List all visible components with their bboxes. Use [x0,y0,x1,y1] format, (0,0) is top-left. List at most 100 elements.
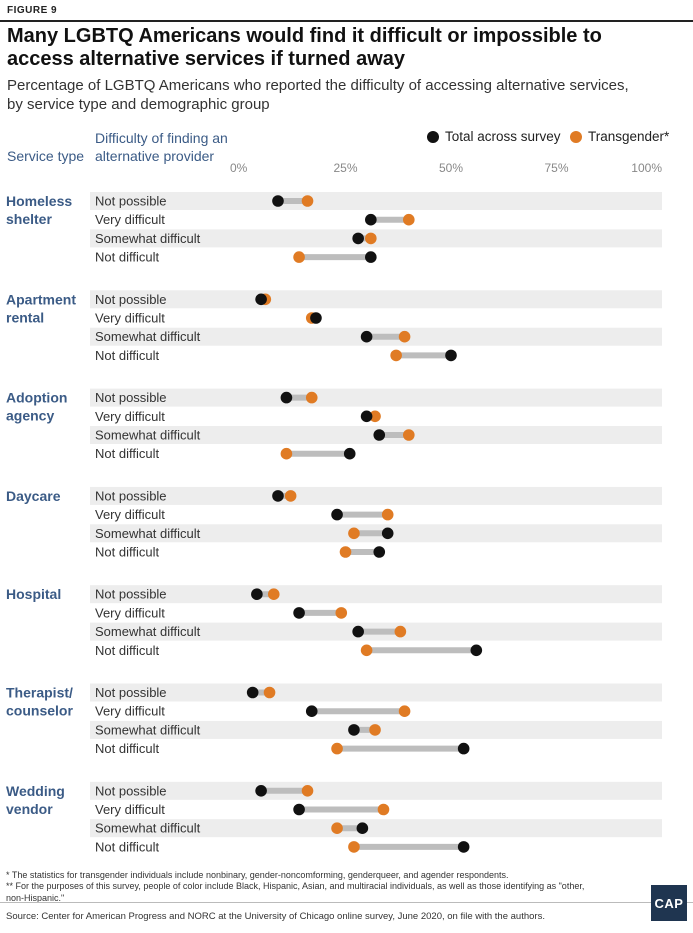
group-label: Daycare [6,488,61,504]
trans-point [403,429,415,441]
category-label: Somewhat difficult [95,526,201,541]
row-band [90,683,662,702]
legend-total-label: Total across survey [445,129,561,144]
footnote-2: ** For the purposes of this survey, peop… [6,881,585,903]
total-point [293,607,305,619]
category-label: Very difficult [95,605,165,620]
group-label: rental [6,309,44,325]
trans-point [360,644,373,657]
category-label: Not possible [95,587,167,602]
category-label: Very difficult [95,409,165,424]
total-point [352,232,364,245]
category-label: Not difficult [95,545,159,560]
cap-logo: CAP [651,885,687,921]
total-point [457,841,470,853]
category-label: Somewhat difficult [95,329,201,344]
row-band [90,781,662,800]
difficulty-header: Difficulty of finding an alternative pro… [95,130,228,164]
total-point [360,410,373,423]
chart-title: Many LGBTQ Americans would find it diffi… [7,25,602,70]
legend-total: Total across survey [427,129,561,144]
group-label: Apartment [6,291,76,307]
total-point [470,644,483,657]
category-label: Not difficult [95,839,159,854]
total-point [373,546,386,558]
category-label: Not possible [95,488,167,503]
trans-point [284,490,297,502]
source-note: Source: Center for American Progress and… [6,911,545,922]
group-label: vendor [6,801,53,817]
total-point [310,312,322,324]
trans-point [348,841,360,853]
total-point [246,686,259,699]
chart-subtitle: Percentage of LGBTQ Americans who report… [7,77,629,113]
trans-point [335,607,348,619]
category-label: Not difficult [95,250,159,265]
trans-point [398,330,411,343]
trans-point [398,705,411,717]
total-point [305,705,318,717]
group-label: Hospital [6,586,61,602]
service-type-header: Service type [7,148,85,164]
row-band [90,192,662,210]
footnote-1: * The statistics for transgender individ… [6,870,509,880]
trans-point [301,195,314,207]
group-label: Wedding [6,783,65,799]
category-label: Very difficult [95,802,165,817]
row-band [90,486,662,505]
total-point [356,822,369,834]
total-point [373,429,386,441]
total-point [381,527,394,540]
total-point [343,447,356,460]
trans-point [377,803,390,816]
legend-total-marker [427,130,439,143]
row-band [90,585,662,604]
total-point [251,588,263,600]
category-label: Very difficult [95,507,165,522]
trans-point [394,625,407,638]
legend-trans-marker [570,130,582,143]
axis-tick-label: 100% [631,161,662,175]
total-point [255,293,267,306]
axis-tick-label: 25% [333,161,357,175]
total-point [293,803,305,816]
category-label: Not possible [95,292,167,307]
category-label: Not difficult [95,741,159,756]
category-label: Very difficult [95,311,165,326]
trans-point [348,527,360,540]
axis-tick-label: 75% [544,161,568,175]
legend-trans: Transgender* [570,129,669,144]
category-label: Not possible [95,390,167,405]
trans-point [305,391,318,404]
total-point [255,785,267,797]
total-point [348,724,360,736]
trans-point [331,742,343,755]
trans-point [365,232,377,245]
trans-point [267,588,280,600]
trans-point [280,447,293,460]
group-label: counselor [6,703,73,719]
row-band [90,819,662,838]
group-label: Homeless [6,193,72,209]
total-point [360,330,373,343]
total-point [331,508,343,521]
category-label: Not possible [95,194,167,209]
group-label: shelter [6,211,52,227]
figure-label: FIGURE 9 [7,5,58,16]
trans-point [301,785,314,797]
group-label: agency [6,408,54,424]
trans-point [369,724,381,736]
total-point [457,742,470,755]
trans-point [390,349,402,362]
trans-point [331,822,343,834]
total-point [445,349,457,362]
total-point [365,251,377,263]
category-label: Somewhat difficult [95,821,201,836]
legend-trans-label: Transgender* [588,129,670,144]
dumbbell-chart: 0% 25% 50% 75% 100% Homeless shelter Not possib… [6,161,662,854]
trans-point [293,251,305,263]
trans-point [263,686,276,699]
row-band [90,290,662,309]
top-rule [0,20,693,22]
category-label: Not difficult [95,348,159,363]
